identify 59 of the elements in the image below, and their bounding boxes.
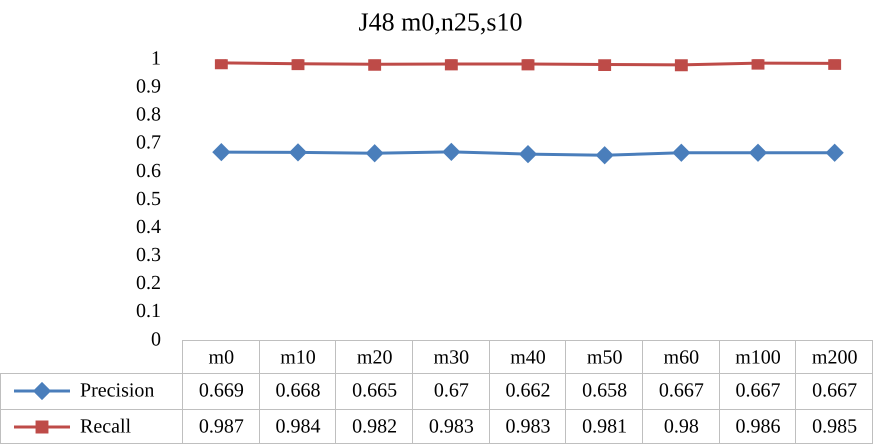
x-tick-label: m30 (434, 346, 470, 368)
point (826, 144, 844, 162)
x-tick-label: m100 (735, 346, 781, 368)
x-tick-label: m60 (664, 346, 700, 368)
point (366, 144, 384, 162)
y-tick-label: 1 (151, 47, 161, 70)
data-label: 0.983 (506, 415, 550, 438)
x-tick-label: m10 (280, 346, 316, 368)
point (522, 59, 534, 70)
data-label: 0.986 (736, 415, 780, 438)
data-label: 0.98 (664, 415, 699, 438)
x-tick-label: m200 (812, 346, 858, 368)
point (750, 144, 766, 162)
point (520, 146, 536, 163)
x-tick-label: m20 (356, 346, 392, 368)
y-tick-label: 0.1 (136, 300, 161, 322)
y-tick-label: 0.4 (136, 216, 161, 238)
point (214, 59, 228, 70)
data-label: 0.987 (198, 415, 244, 438)
point (292, 59, 304, 70)
point (828, 59, 842, 70)
x-tick-label: m40 (510, 346, 546, 368)
y-tick-label: 0.2 (136, 272, 161, 294)
data-label: 0.669 (198, 379, 244, 402)
data-label: 0.667 (736, 379, 780, 402)
data-label: 0.668 (276, 379, 320, 402)
y-tick-label: 0.7 (136, 132, 161, 154)
chart-title: J48 m0,n25,s10 (358, 7, 522, 36)
data-label: 0.667 (658, 379, 704, 402)
y-tick-label: 0.8 (136, 104, 161, 126)
x-tick-label: m0 (208, 346, 234, 368)
y-tick-label: 0.5 (136, 188, 161, 210)
point (752, 59, 764, 70)
point (674, 59, 688, 72)
point (598, 59, 612, 71)
point (596, 146, 614, 164)
data-label: 0.67 (434, 379, 469, 402)
x-tick-label: m50 (586, 346, 622, 368)
point (444, 59, 458, 70)
y-tick-label: 0 (151, 328, 161, 350)
data-label: 0.982 (352, 415, 398, 438)
point (212, 144, 230, 161)
data-label: 0.658 (582, 379, 628, 402)
point (672, 144, 690, 162)
y-tick-label: 0.3 (136, 244, 161, 266)
data-label: 0.985 (812, 415, 858, 438)
point (290, 144, 306, 161)
legend-label: Recall (80, 415, 132, 438)
y-tick-label: 0.9 (136, 76, 161, 98)
data-label: 0.984 (276, 415, 320, 438)
y-tick-label: 0.6 (136, 160, 161, 182)
data-label: 0.662 (506, 379, 550, 402)
data-label: 0.665 (352, 379, 398, 402)
legend-label: Precision (80, 379, 154, 402)
point (368, 59, 382, 71)
data-label: 0.667 (812, 379, 858, 402)
data-label: 0.981 (582, 415, 628, 438)
point (442, 143, 460, 160)
data-label: 0.983 (428, 415, 474, 438)
